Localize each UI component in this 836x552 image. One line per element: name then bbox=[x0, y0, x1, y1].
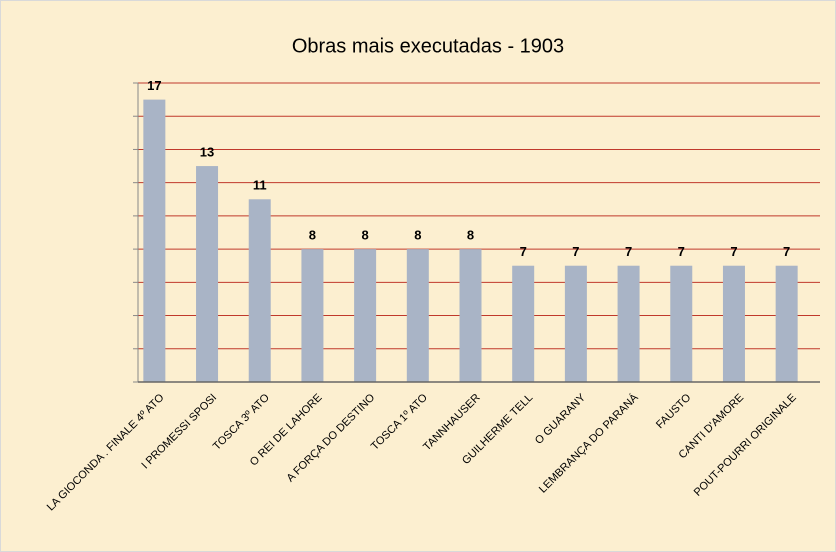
bar bbox=[143, 99, 166, 382]
bar bbox=[617, 265, 640, 382]
bar bbox=[775, 265, 798, 382]
value-label: 7 bbox=[730, 244, 737, 259]
value-label: 13 bbox=[200, 144, 214, 159]
value-label: 7 bbox=[783, 244, 790, 259]
value-label: 8 bbox=[309, 228, 316, 243]
bar bbox=[301, 249, 324, 382]
bar bbox=[722, 265, 745, 382]
bar bbox=[248, 199, 271, 382]
bar bbox=[459, 249, 482, 382]
value-label: 7 bbox=[678, 244, 685, 259]
value-label: 8 bbox=[467, 228, 474, 243]
value-label: 17 bbox=[147, 78, 161, 93]
bar bbox=[670, 265, 693, 382]
bar bbox=[512, 265, 535, 382]
value-label: 8 bbox=[414, 228, 421, 243]
chart-title: Obras mais executadas - 1903 bbox=[292, 35, 564, 57]
value-label: 7 bbox=[625, 244, 632, 259]
bar bbox=[564, 265, 587, 382]
value-label: 8 bbox=[361, 228, 368, 243]
value-label: 11 bbox=[253, 178, 267, 193]
bar bbox=[354, 249, 377, 382]
value-label: 7 bbox=[572, 244, 579, 259]
value-label: 7 bbox=[520, 244, 527, 259]
bar bbox=[196, 166, 219, 382]
bar bbox=[406, 249, 429, 382]
